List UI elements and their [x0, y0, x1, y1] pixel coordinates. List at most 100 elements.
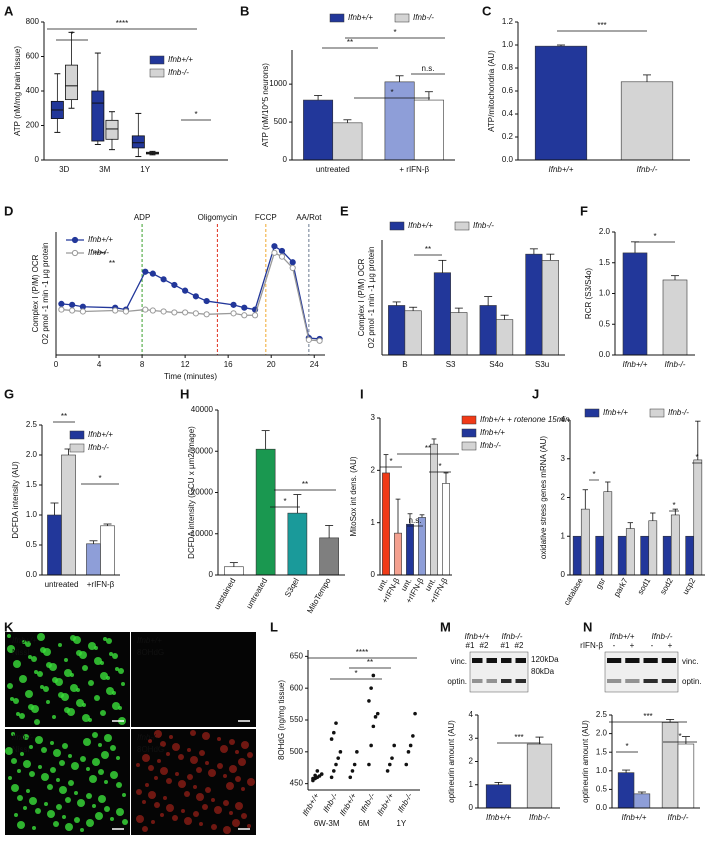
data-point [336, 756, 341, 760]
cell-stain [83, 738, 91, 746]
panel-letter: C [482, 3, 492, 18]
panel-letter: F [580, 203, 588, 218]
bar [406, 523, 414, 576]
y-axis-label: Complex I (P/M) OCR [31, 254, 40, 332]
x-tick-label: 1Y [140, 165, 150, 174]
data-point [385, 769, 390, 773]
cell-stain [95, 812, 103, 820]
panel-letter: G [4, 386, 14, 401]
data-point [375, 711, 380, 716]
legend-label: Ifnb+/+ [88, 235, 113, 244]
blot-band [501, 658, 512, 663]
cell-stain [13, 660, 21, 668]
cell-stain [14, 813, 18, 817]
bar [662, 279, 688, 356]
cell-stain [34, 670, 38, 674]
cell-stain [229, 739, 235, 745]
legend-swatch [389, 221, 405, 231]
legend-label: Ifnb+/+ [88, 430, 113, 439]
cell-stain [56, 778, 60, 782]
cell-stain [190, 756, 198, 764]
blot-label: rIFN-β [580, 641, 603, 650]
y-tick-label: 1.5 [599, 258, 611, 267]
cell-stain [52, 677, 58, 683]
significance-label: * [438, 462, 441, 471]
cell-stain [34, 719, 40, 725]
y-tick-label: 1.5 [596, 747, 608, 756]
cell-stain [88, 642, 96, 650]
blot-band [607, 658, 622, 663]
bar [541, 260, 559, 356]
legend-label: Ifnb-/- [88, 443, 109, 452]
significance-label: ** [367, 658, 373, 667]
bar [685, 535, 695, 576]
x-tick-label: + rIFN-β [399, 165, 429, 174]
data-point [316, 337, 323, 344]
panel-letter: D [4, 203, 13, 218]
legend-swatch [69, 443, 85, 453]
bar [430, 443, 438, 576]
cell-stain [184, 791, 190, 797]
data-point [392, 743, 397, 748]
x-tick-label: 3D [59, 165, 69, 174]
significance-label: * [390, 88, 393, 97]
significance-label: * [695, 453, 698, 462]
x-tick-label: Ifnb+/+ [375, 791, 395, 817]
bar [625, 528, 635, 576]
legend-swatch [461, 441, 477, 451]
cell-stain [68, 754, 72, 758]
cell-stain [47, 784, 53, 790]
cell-stain [62, 743, 68, 749]
x-tick-label: S4o [489, 360, 504, 369]
y-tick-label: 2 [561, 493, 566, 502]
y-axis-label: oxidative stress genes mRNA (AU) [539, 436, 548, 559]
x-tick-label: Ifnb+/+ [301, 791, 321, 817]
cell-stain [74, 817, 80, 823]
bar [442, 483, 450, 576]
y-tick-label: 20000 [191, 488, 214, 497]
cell-stain [94, 695, 100, 701]
y-tick-label: 30000 [191, 446, 214, 455]
blot-label: 120kDa [531, 655, 559, 664]
y-tick-label: 500 [274, 117, 288, 126]
data-point [171, 281, 178, 289]
y-tick-label: 0.0 [599, 350, 611, 359]
box [131, 135, 145, 149]
y-tick-label: 0.0 [596, 803, 608, 812]
blot-band [486, 658, 497, 663]
x-tick-label: Ifnb-/- [529, 813, 550, 822]
image-label: Nissl [12, 745, 30, 754]
y-tick-label: 0 [561, 570, 566, 579]
micrograph [131, 632, 256, 727]
significance-label: * [283, 497, 286, 506]
data-point [329, 775, 334, 780]
significance-label: **** [356, 648, 368, 657]
cell-stain [145, 783, 149, 787]
data-point [367, 699, 371, 703]
cell-stain [65, 823, 73, 831]
data-point [69, 307, 76, 314]
cell-stain [166, 778, 172, 784]
panel-letter: B [240, 3, 249, 18]
blot-label: + [668, 641, 673, 650]
data-point [192, 293, 199, 300]
cell-stain [65, 797, 71, 803]
blot-band [625, 679, 640, 683]
cell-stain [211, 798, 215, 802]
legend-label: Ifnb-/- [668, 408, 689, 417]
data-point [278, 253, 286, 260]
cell-stain [116, 808, 124, 816]
box [91, 90, 105, 142]
data-point [388, 762, 392, 767]
cell-stain [160, 741, 166, 747]
cell-stain [59, 760, 65, 766]
cell-stain [110, 817, 114, 821]
significance-label: * [194, 110, 197, 119]
bar [648, 520, 658, 576]
data-point [348, 775, 353, 780]
data-point [241, 304, 248, 311]
significance-label: * [653, 232, 656, 241]
y-tick-label: 40000 [191, 405, 214, 414]
blot-band [486, 679, 497, 683]
